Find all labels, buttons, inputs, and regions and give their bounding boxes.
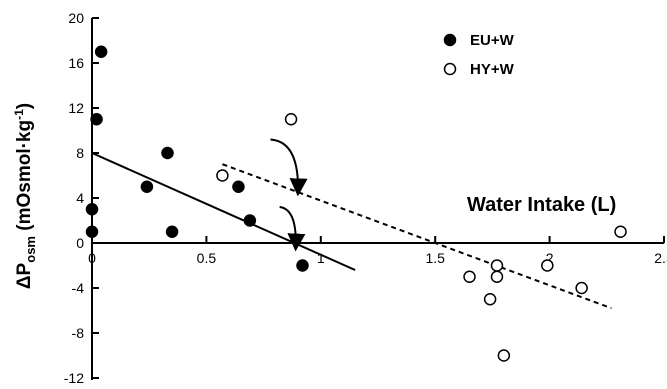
y-tick-label: 16	[68, 55, 84, 71]
annotation-arrows	[270, 138, 308, 252]
data-point	[140, 180, 154, 193]
fit-line-hy-w	[222, 163, 612, 310]
data-point	[490, 259, 504, 272]
x-tick-label: 2	[546, 250, 554, 266]
x-tick-label: 0	[88, 250, 96, 266]
y-tick-label: -4	[72, 280, 85, 296]
annotation-arrow	[279, 206, 306, 252]
data-point	[216, 169, 229, 182]
data-point	[85, 225, 99, 238]
legend-label: EU+W	[470, 32, 515, 49]
data-point	[94, 45, 108, 58]
data-point	[161, 146, 174, 160]
legend-label: HY+W	[470, 61, 515, 78]
data-point	[165, 225, 179, 238]
fit-lines	[91, 152, 612, 310]
x-axis-label: Water Intake (L)	[467, 194, 616, 216]
data-point	[463, 270, 476, 283]
x-tick-label: 1.5	[425, 250, 445, 266]
x-tick-label: 0.5	[197, 250, 217, 266]
data-point	[296, 259, 309, 272]
fit-line-eu-w	[91, 152, 356, 271]
y-tick-label: 0	[76, 235, 84, 251]
data-point	[614, 225, 627, 238]
data-point	[497, 349, 511, 362]
y-tick-label: 12	[68, 100, 84, 116]
legend-marker	[443, 33, 457, 47]
data-point	[490, 270, 504, 283]
x-tick-label: 1	[317, 250, 325, 266]
data-point	[483, 293, 497, 306]
y-tick-label: -12	[64, 370, 84, 386]
data-point	[232, 180, 245, 193]
data-points	[85, 45, 627, 362]
x-tick-label: 2.5	[654, 250, 667, 266]
legend-marker	[443, 62, 457, 76]
legend: EU+W HY+W	[443, 32, 515, 78]
y-tick-label: 8	[76, 145, 84, 161]
data-point	[243, 214, 257, 227]
y-axis-label: ΔPosm (mOsmol·kg-1)	[12, 103, 38, 289]
y-tick-label: 4	[76, 190, 84, 206]
data-point	[541, 259, 554, 272]
data-point	[284, 113, 298, 126]
y-tick-label: 20	[68, 10, 84, 26]
y-tick-label: -8	[72, 325, 85, 341]
data-point	[85, 203, 99, 216]
data-point	[575, 281, 588, 295]
annotation-arrow	[270, 138, 308, 197]
data-point	[90, 113, 103, 126]
